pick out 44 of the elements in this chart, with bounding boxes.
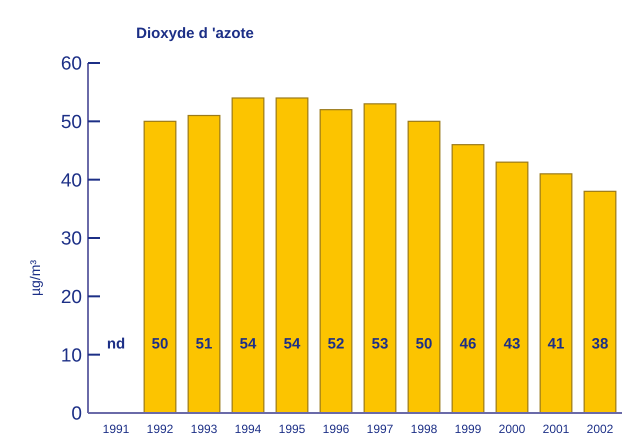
y-tick-label: 10 — [60, 345, 82, 366]
data-label: 46 — [460, 335, 476, 352]
bar — [144, 120, 176, 414]
x-tick-label: 1998 — [410, 422, 438, 436]
data-label: 41 — [548, 335, 564, 352]
bar — [276, 97, 308, 414]
x-tick-label: 1994 — [234, 422, 262, 436]
x-tick-label: 2001 — [542, 422, 570, 436]
y-axis-title: µg/m³ — [27, 260, 43, 296]
data-label: 38 — [592, 335, 608, 352]
y-tick-label: 50 — [60, 112, 82, 133]
x-tick-label: 1995 — [278, 422, 306, 436]
data-label: 53 — [372, 335, 388, 352]
bar — [232, 97, 264, 414]
bar — [584, 190, 616, 414]
bar — [188, 114, 220, 414]
data-label: 51 — [196, 335, 212, 352]
data-label: 50 — [152, 335, 168, 352]
chart-title: Dioxyde d 'azote — [136, 25, 254, 42]
y-tick-label: 0 — [71, 404, 82, 425]
x-tick-label: 1992 — [146, 422, 174, 436]
data-label: 50 — [416, 335, 432, 352]
bar — [320, 109, 352, 414]
data-label: 52 — [328, 335, 344, 352]
x-tick-label: 2002 — [586, 422, 614, 436]
x-tick-label: 1996 — [322, 422, 350, 436]
x-tick-label: 1997 — [366, 422, 394, 436]
bar — [540, 173, 572, 414]
bar — [496, 162, 528, 414]
bar — [364, 103, 396, 414]
bar — [408, 120, 440, 414]
data-label: 54 — [240, 335, 257, 352]
x-tick-label: 1991 — [102, 422, 130, 436]
y-tick-label: 20 — [60, 286, 82, 308]
x-tick-label: 2000 — [498, 422, 526, 436]
y-tick-label: 60 — [60, 54, 82, 75]
data-label: 43 — [504, 335, 520, 352]
text: nd — [106, 335, 126, 352]
x-tick-label: 1993 — [190, 422, 218, 436]
bar — [452, 144, 484, 414]
x-tick-label: 1999 — [454, 422, 482, 436]
y-tick-label: 40 — [60, 170, 82, 192]
y-tick-label: 30 — [60, 228, 82, 250]
data-label: 54 — [284, 335, 301, 352]
